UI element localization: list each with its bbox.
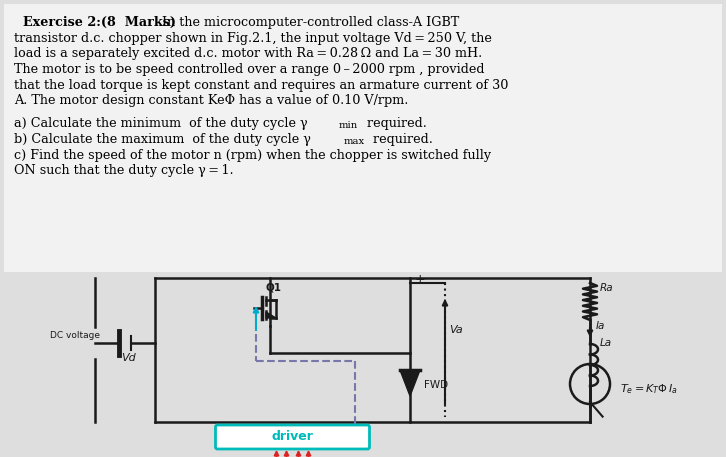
Text: c) Find the speed of the motor n (rpm) when the chopper is switched fully: c) Find the speed of the motor n (rpm) w… [14,149,491,161]
Text: required.: required. [369,133,433,146]
Polygon shape [400,370,420,396]
Text: Q1: Q1 [266,283,282,293]
Text: $T_e = K_T\Phi\, I_a$: $T_e = K_T\Phi\, I_a$ [620,382,678,396]
Text: FWD: FWD [424,380,448,390]
Text: A. The motor design constant KeΦ has a value of 0.10 V/rpm.: A. The motor design constant KeΦ has a v… [14,94,408,107]
Text: ON such that the duty cycle γ = 1.: ON such that the duty cycle γ = 1. [14,164,234,177]
Text: Exercise 2:(8  Marks): Exercise 2:(8 Marks) [14,16,176,29]
Text: max: max [344,137,365,146]
Polygon shape [266,312,276,318]
Text: Vd: Vd [121,353,136,363]
Text: In the microcomputer-controlled class-A IGBT: In the microcomputer-controlled class-A … [162,16,460,29]
Text: Ia: Ia [596,321,605,331]
Text: that the load torque is kept constant and requires an armature current of 30: that the load torque is kept constant an… [14,79,508,91]
Text: a) Calculate the minimum  of the duty cycle γ: a) Calculate the minimum of the duty cyc… [14,117,308,131]
Bar [4,4,722,272]
Text: La: La [600,338,612,348]
Text: +: + [415,273,425,286]
Text: Ra: Ra [600,283,613,293]
Text: load is a separately excited d.c. motor with Ra = 0.28 Ω and La = 30 mH.: load is a separately excited d.c. motor … [14,48,482,60]
Text: The motor is to be speed controlled over a range 0 – 2000 rpm , provided: The motor is to be speed controlled over… [14,63,484,76]
Text: Va: Va [449,325,462,335]
FancyBboxPatch shape [216,425,370,449]
Text: transistor d.c. chopper shown in Fig.2.1, the input voltage Vd = 250 V, the: transistor d.c. chopper shown in Fig.2.1… [14,32,492,45]
Text: min: min [339,122,358,131]
Text: b) Calculate the maximum  of the duty cycle γ: b) Calculate the maximum of the duty cyc… [14,133,311,146]
Text: required.: required. [363,117,427,131]
Text: driver: driver [272,430,314,443]
Text: DC voltage: DC voltage [50,331,100,340]
